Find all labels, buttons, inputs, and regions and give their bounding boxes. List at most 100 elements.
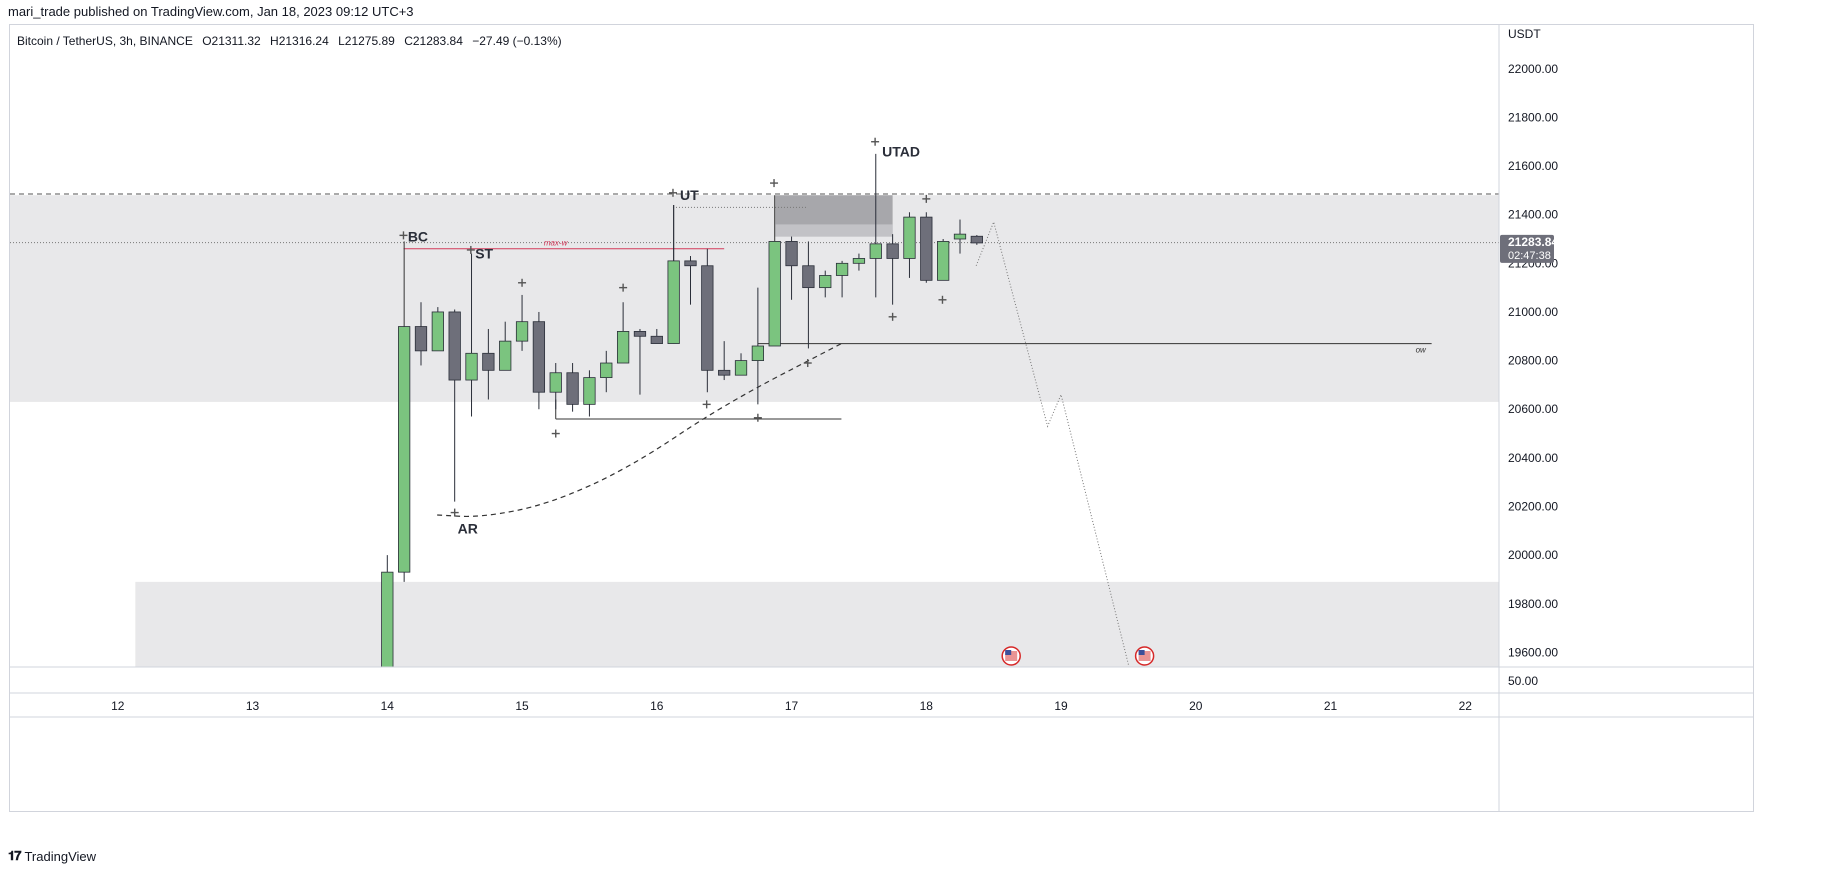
volume-scale-label: 50.00	[1508, 674, 1538, 688]
candle	[650, 328, 663, 344]
candle	[633, 328, 647, 395]
candle-body	[381, 571, 394, 667]
candle	[398, 326, 411, 582]
candle	[852, 253, 866, 271]
candle	[515, 294, 529, 351]
candle-body	[903, 216, 916, 259]
candle	[566, 363, 579, 412]
zone-trading-range	[10, 195, 1499, 402]
level-label: max-w	[544, 239, 569, 248]
x-tick-label: 22	[1459, 699, 1473, 713]
candle-body	[448, 311, 461, 381]
candle	[549, 363, 562, 410]
footer[interactable]: 𝟏𝟕 TradingView	[8, 848, 96, 864]
cross-marker	[888, 312, 897, 321]
label-utad: UTAD	[882, 143, 920, 159]
candle-body	[431, 311, 444, 352]
cross-marker	[399, 231, 408, 240]
candle	[886, 234, 899, 305]
level-label: ow	[1416, 346, 1427, 355]
candle	[431, 307, 444, 352]
cross-marker	[702, 400, 711, 409]
candle-body	[616, 331, 630, 364]
cross-marker	[518, 278, 527, 287]
candle-body	[751, 345, 764, 361]
y-tick-label: 21000.00	[1508, 305, 1558, 319]
axes-layer: USDT 19600.00 19800.00 20000.00 20200.00 2040…	[10, 25, 1754, 812]
cross-marker	[619, 283, 628, 292]
y-tick-label: 20800.00	[1508, 354, 1558, 368]
candle-body	[785, 241, 798, 267]
tradingview-logo-icon: 𝟏𝟕	[8, 848, 22, 863]
zones-layer	[10, 195, 1499, 667]
x-tick-label: 15	[515, 699, 529, 713]
y-tick-label: 19800.00	[1508, 597, 1558, 611]
candle	[819, 270, 832, 298]
symbol-legend[interactable]: Bitcoin / TetherUS, 3h, BINANCE O21311.3…	[17, 34, 568, 48]
us-flag-icon	[1001, 646, 1021, 666]
candle	[448, 309, 461, 502]
candle-body	[566, 372, 579, 405]
flag-canton	[1138, 650, 1145, 655]
candle-body	[718, 369, 731, 376]
legend-low: L21275.89	[338, 34, 395, 48]
candle	[532, 311, 546, 410]
candle	[751, 287, 764, 405]
candle-body	[499, 340, 512, 371]
x-tick-label: 19	[1054, 699, 1068, 713]
candle-body	[549, 372, 562, 393]
cross-marker	[466, 245, 475, 254]
candle	[381, 555, 394, 667]
us-flag-icon	[1134, 646, 1155, 666]
publish-info: mari_trade published on TradingView.com,…	[8, 4, 414, 19]
y-tick-label: 22000.00	[1508, 62, 1558, 76]
candle-body	[819, 275, 832, 289]
candle	[970, 235, 983, 245]
y-tick-label: 20600.00	[1508, 402, 1558, 416]
candle-body	[920, 216, 933, 281]
candle-body	[970, 235, 983, 244]
y-tick-label: 21600.00	[1508, 159, 1558, 173]
candle	[499, 321, 512, 371]
legend-high: H21316.24	[270, 34, 329, 48]
label-st: ST	[475, 246, 493, 262]
candle	[869, 153, 882, 298]
cross-marker	[450, 508, 459, 517]
annotation-layer: BC ST AR UT UTAD	[408, 143, 1155, 666]
x-tick-label: 13	[246, 699, 260, 713]
candle-body	[482, 352, 495, 371]
x-tick-label: 17	[785, 699, 799, 713]
candles-layer	[381, 153, 983, 667]
candle-body	[650, 335, 663, 344]
cross-marker	[871, 137, 880, 146]
y-tick-label: 20200.00	[1508, 500, 1558, 514]
candle-body	[600, 362, 613, 379]
y-tick-label: 20400.00	[1508, 451, 1558, 465]
candle	[684, 256, 697, 305]
zone-demand-zone	[135, 581, 1499, 667]
x-tick-label: 16	[650, 699, 664, 713]
candle	[903, 212, 916, 278]
legend-open: O21311.32	[202, 34, 261, 48]
curve-layer	[437, 220, 1129, 665]
candle	[785, 236, 798, 300]
candle	[701, 248, 714, 393]
candle-body	[953, 233, 967, 240]
legend-close: C21283.84	[404, 34, 463, 48]
x-tick-label: 18	[920, 699, 934, 713]
label-ar: AR	[458, 520, 478, 536]
y-tick-label: 20000.00	[1508, 548, 1558, 562]
y-tick-label: 21400.00	[1508, 208, 1558, 222]
candle	[937, 239, 950, 281]
candle-body	[802, 265, 815, 289]
y-tick-label: 21800.00	[1508, 110, 1558, 124]
flag-canton	[1005, 650, 1012, 655]
x-tick-label: 21	[1324, 699, 1338, 713]
countdown-value: 02:47:38	[1508, 250, 1551, 262]
candle	[465, 253, 478, 417]
candle	[768, 241, 781, 347]
candle-body	[398, 326, 411, 573]
markers-layer	[399, 137, 947, 517]
candle-body	[465, 352, 478, 381]
